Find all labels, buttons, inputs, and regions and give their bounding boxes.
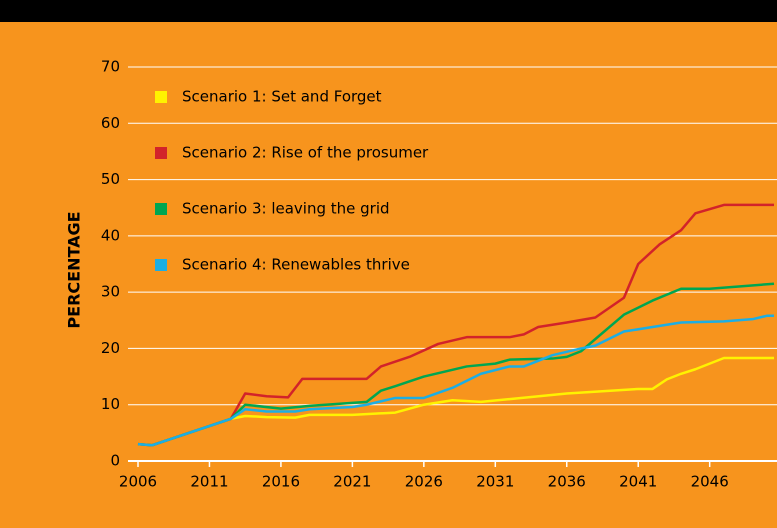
- y-tick-label: 40: [101, 226, 120, 244]
- x-tick-label: 2046: [691, 473, 729, 491]
- legend-swatch: [155, 147, 167, 159]
- x-tick-label: 2011: [190, 473, 228, 491]
- y-tick-label: 60: [101, 114, 120, 132]
- y-tick-label: 20: [101, 339, 120, 357]
- legend-swatch: [155, 203, 167, 215]
- series-line: [137, 314, 774, 447]
- x-tick-label: 2021: [333, 473, 371, 491]
- legend-swatch: [155, 91, 167, 103]
- series-line: [137, 282, 775, 447]
- x-tick-label: 2016: [262, 473, 300, 491]
- y-tick-label: 70: [101, 58, 120, 76]
- legend-label: Scenario 3: leaving the grid: [182, 200, 390, 218]
- x-tick-label: 2041: [619, 473, 657, 491]
- x-tick-label: 2026: [405, 473, 443, 491]
- top-bar: [0, 0, 777, 22]
- x-tick-label: 2031: [476, 473, 514, 491]
- x-tick-label: 2036: [548, 473, 586, 491]
- legend-label: Scenario 1: Set and Forget: [182, 88, 382, 106]
- series-line: [137, 203, 774, 447]
- y-tick-label: 10: [101, 395, 120, 413]
- y-tick-label: 50: [101, 170, 120, 188]
- legend-label: Scenario 2: Rise of the prosumer: [182, 144, 429, 162]
- x-tick-label: 2006: [119, 473, 157, 491]
- legend-swatch: [155, 259, 167, 271]
- series-line: [137, 356, 774, 447]
- y-tick-label: 30: [101, 283, 120, 301]
- legend-label: Scenario 4: Renewables thrive: [182, 256, 410, 274]
- y-tick-label: 0: [110, 452, 120, 470]
- y-axis-label: PERCENTAGE: [65, 211, 84, 328]
